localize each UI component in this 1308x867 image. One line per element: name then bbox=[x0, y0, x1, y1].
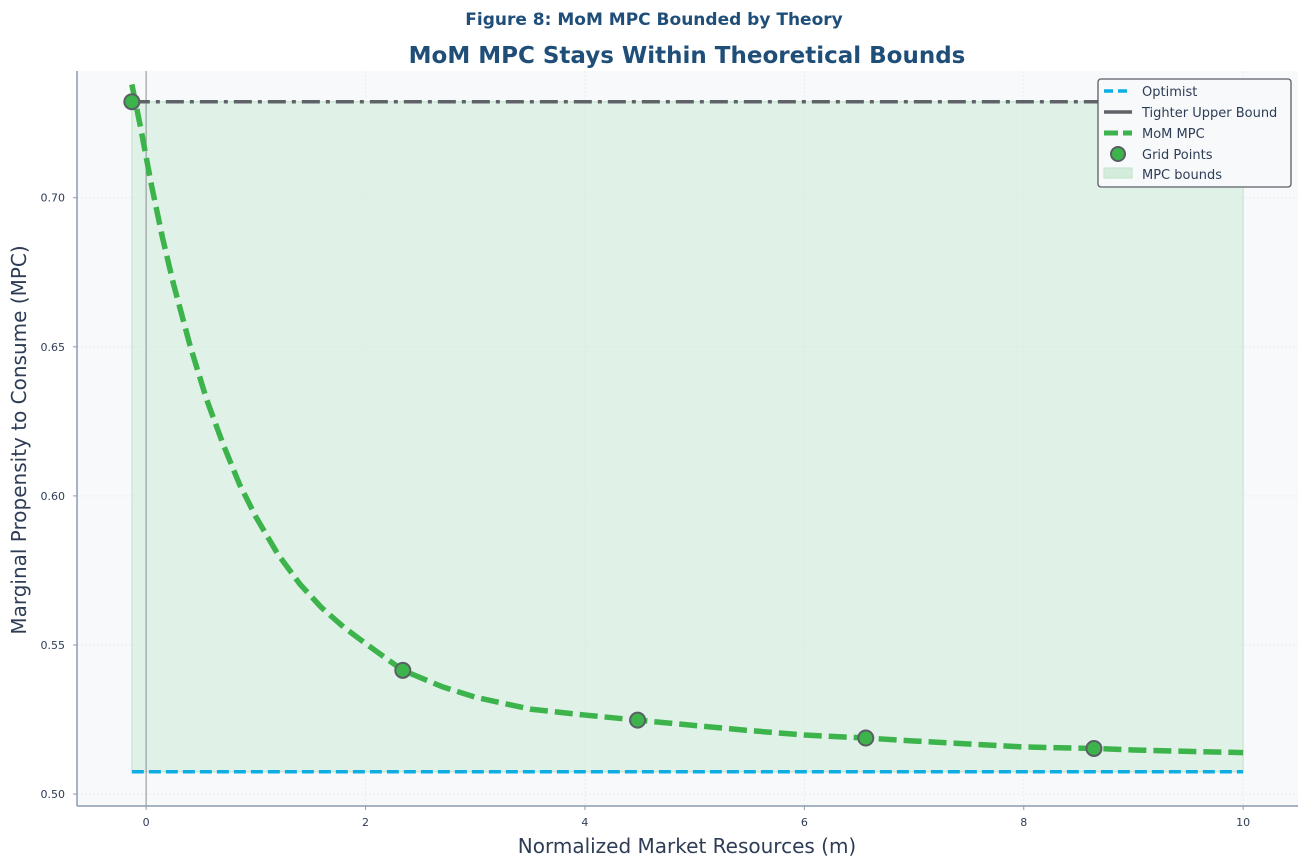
grid-point-marker bbox=[629, 711, 647, 729]
legend-swatch-mpc-bounds bbox=[1103, 167, 1133, 179]
y-axis-label: Marginal Propensity to Consume (MPC) bbox=[7, 245, 31, 634]
x-tick-label: 2 bbox=[362, 816, 369, 829]
x-tick-label: 0 bbox=[143, 816, 150, 829]
x-tick-label: 4 bbox=[581, 816, 588, 829]
legend: Optimist Tighter Upper Bound MoM MPC Gri… bbox=[1097, 78, 1292, 188]
grid-point-marker bbox=[1085, 739, 1103, 757]
grid-point-marker bbox=[394, 661, 412, 679]
y-axis-ticks: 0.50 0.55 0.60 0.65 0.70 bbox=[41, 192, 77, 801]
y-tick-label: 0.65 bbox=[41, 341, 66, 354]
chart-title: MoM MPC Stays Within Theoretical Bounds bbox=[409, 43, 966, 69]
x-axis-ticks: 0 2 4 6 8 10 bbox=[143, 806, 1250, 829]
y-tick-label: 0.55 bbox=[41, 639, 66, 652]
mom-mpc-line bbox=[129, 83, 1244, 756]
grid-points bbox=[123, 93, 1103, 757]
x-tick-label: 10 bbox=[1236, 816, 1250, 829]
x-axis-label: Normalized Market Resources (m) bbox=[518, 834, 856, 858]
y-tick-label: 0.60 bbox=[41, 490, 66, 503]
y-tick-label: 0.50 bbox=[41, 788, 66, 801]
legend-label-optimist: Optimist bbox=[1142, 85, 1197, 100]
grid-point-marker bbox=[123, 93, 141, 111]
x-tick-label: 8 bbox=[1020, 816, 1027, 829]
legend-label-mpc-bounds: MPC bounds bbox=[1142, 168, 1222, 183]
y-tick-label: 0.70 bbox=[41, 192, 66, 205]
legend-label-mom-mpc: MoM MPC bbox=[1142, 127, 1205, 142]
legend-box bbox=[1097, 78, 1292, 188]
legend-swatch-grid-points bbox=[1110, 146, 1126, 162]
grid-point-marker bbox=[857, 729, 875, 747]
legend-label-grid-points: Grid Points bbox=[1142, 148, 1213, 163]
figure-title: Figure 8: MoM MPC Bounded by Theory bbox=[465, 10, 842, 30]
mpc-bounds-fill bbox=[131, 101, 1244, 773]
x-tick-label: 6 bbox=[801, 816, 808, 829]
legend-label-upper-bound: Tighter Upper Bound bbox=[1141, 106, 1277, 121]
